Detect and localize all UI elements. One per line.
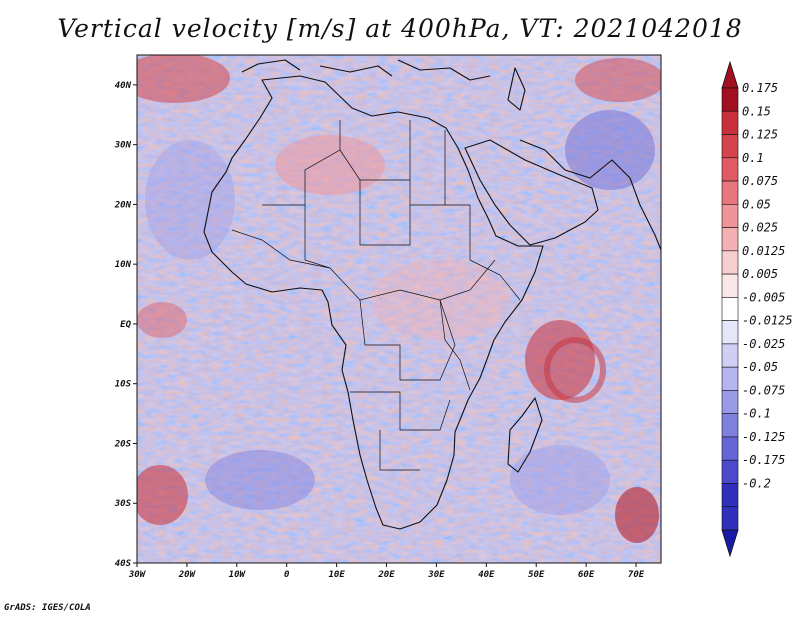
colorbar-label: 0.05	[742, 197, 771, 211]
colorbar-label: -0.2	[742, 476, 771, 490]
colorbar-swatch	[721, 204, 739, 228]
lon-tick-label: 20E	[377, 570, 395, 580]
colorbar-swatch	[721, 273, 739, 298]
colorbar-swatch	[721, 483, 739, 508]
colorbar-label: 0.0125	[742, 244, 785, 258]
colorbar-label: 0.175	[742, 81, 778, 95]
lon-tick-label: 10W	[229, 570, 247, 580]
colorbar-label: -0.025	[742, 337, 785, 351]
colorbar-swatch	[721, 250, 739, 275]
lon-tick-label: 10E	[328, 570, 345, 580]
country-borders	[231, 120, 521, 471]
lat-tick-label: 20S	[114, 439, 132, 449]
colorbar-label: 0.005	[742, 267, 778, 281]
colorbar-swatch	[721, 320, 739, 345]
lon-tick-label: 30W	[128, 570, 147, 580]
lon-tick-label: 40E	[478, 570, 495, 580]
colorbar-swatch	[721, 366, 739, 391]
colorbar-swatch	[721, 134, 739, 159]
colorbar-label: 0.025	[742, 221, 778, 235]
lon-tick-label: 0	[284, 570, 290, 580]
lon-tick-label: 50E	[528, 570, 545, 580]
colorbar-label: -0.0125	[742, 314, 793, 328]
colorbar-label: 0.1	[742, 151, 764, 165]
colorbar-swatch	[721, 227, 739, 252]
colorbar-swatch	[721, 157, 739, 182]
colorbar-label: 0.125	[742, 128, 778, 142]
credit-text: GrADS: IGES/COLA	[4, 603, 91, 613]
colorbar-label: -0.125	[742, 430, 785, 444]
colorbar-swatch	[721, 110, 739, 135]
lon-tick-label: 30E	[427, 570, 445, 580]
longitude-axis: 30W 20W 10W 0 10E 20E 30E 40E 50E 60E 70E	[128, 563, 645, 580]
colorbar-swatch	[721, 436, 739, 461]
lat-tick-label: 30S	[114, 499, 132, 509]
chart-title: Vertical velocity [m/s] at 400hPa, VT: 2…	[57, 14, 743, 43]
lat-tick-label: 10N	[115, 260, 132, 270]
colorbar-label: 0.15	[742, 104, 771, 118]
colorbar-label: -0.005	[742, 290, 785, 304]
lat-tick-label: 30N	[114, 141, 132, 151]
colorbar-swatch	[721, 297, 739, 321]
colorbar-min-arrow	[721, 529, 739, 558]
coastlines	[203, 59, 661, 530]
colorbar-swatch	[721, 390, 739, 414]
latitude-axis: 40N 30N 20N 10N EQ 10S 20S 30S 40S	[114, 81, 137, 569]
colorbar-label: -0.05	[742, 360, 778, 374]
lon-tick-label: 70E	[628, 570, 645, 580]
lat-tick-label: EQ	[120, 320, 131, 330]
colorbar-label: -0.075	[742, 383, 785, 397]
colorbar-label: 0.075	[742, 174, 778, 188]
map-border	[136, 54, 662, 564]
lat-tick-label: 20N	[114, 200, 132, 210]
colorbar-swatch	[721, 180, 739, 205]
colorbar-swatch	[721, 506, 739, 531]
colorbar-swatch	[721, 459, 739, 484]
colorbar-label: -0.175	[742, 453, 785, 467]
lat-tick-label: 40S	[115, 559, 132, 569]
lon-tick-label: 20W	[178, 570, 197, 580]
lat-tick-label: 40N	[115, 81, 132, 91]
colorbar: 0.175 0.15 0.125 0.1 0.075 0.05 0.025 0.0125 0.0…	[721, 60, 793, 558]
velocity-field	[137, 55, 661, 563]
colorbar-label: -0.1	[742, 407, 771, 421]
lon-tick-label: 60E	[578, 570, 595, 580]
lat-tick-label: 10S	[115, 380, 132, 390]
colorbar-swatch	[721, 343, 739, 368]
colorbar-max-arrow	[721, 60, 739, 89]
colorbar-swatch	[721, 87, 739, 112]
colorbar-swatch	[721, 413, 739, 438]
